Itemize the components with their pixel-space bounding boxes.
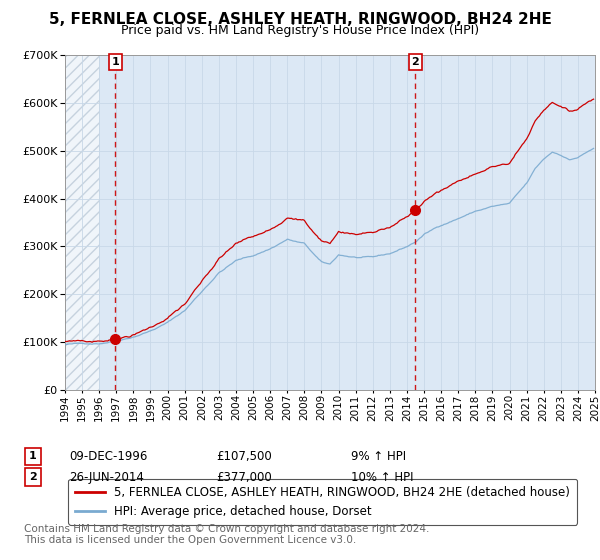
Text: 26-JUN-2014: 26-JUN-2014 — [69, 470, 144, 484]
Text: 2: 2 — [412, 57, 419, 67]
Text: Price paid vs. HM Land Registry's House Price Index (HPI): Price paid vs. HM Land Registry's House … — [121, 24, 479, 36]
Text: 09-DEC-1996: 09-DEC-1996 — [69, 450, 148, 463]
Text: £107,500: £107,500 — [216, 450, 272, 463]
Bar — [65, 55, 99, 390]
Text: Contains HM Land Registry data © Crown copyright and database right 2024.
This d: Contains HM Land Registry data © Crown c… — [24, 524, 430, 545]
Bar — [65, 55, 99, 390]
Text: £377,000: £377,000 — [216, 470, 272, 484]
Text: 10% ↑ HPI: 10% ↑ HPI — [351, 470, 413, 484]
Text: 2: 2 — [29, 472, 37, 482]
Legend: 5, FERNLEA CLOSE, ASHLEY HEATH, RINGWOOD, BH24 2HE (detached house), HPI: Averag: 5, FERNLEA CLOSE, ASHLEY HEATH, RINGWOOD… — [68, 479, 577, 525]
Text: 1: 1 — [112, 57, 119, 67]
Text: 5, FERNLEA CLOSE, ASHLEY HEATH, RINGWOOD, BH24 2HE: 5, FERNLEA CLOSE, ASHLEY HEATH, RINGWOOD… — [49, 12, 551, 27]
Text: 1: 1 — [29, 451, 37, 461]
Text: 9% ↑ HPI: 9% ↑ HPI — [351, 450, 406, 463]
